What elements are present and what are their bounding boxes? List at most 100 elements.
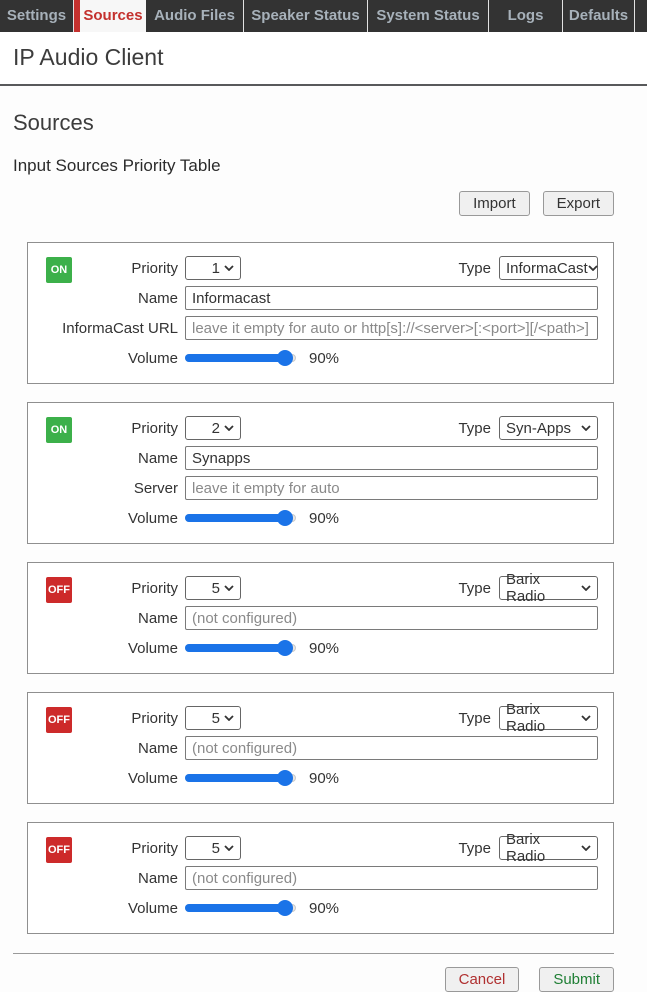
- type-label: Type: [458, 709, 491, 727]
- type-select[interactable]: InformaCast: [499, 256, 598, 280]
- priority-type-row: Priority 5 Type Barix Radio: [28, 571, 598, 605]
- slider-thumb[interactable]: [276, 640, 293, 656]
- name-label: Name: [137, 739, 178, 757]
- tab-system-status[interactable]: System Status: [368, 0, 489, 32]
- slider-fill: [185, 644, 285, 652]
- slider-fill: [185, 354, 285, 362]
- priority-value: 1: [211, 259, 220, 277]
- priority-label: Priority: [131, 579, 178, 597]
- name-input[interactable]: [185, 446, 598, 470]
- volume-row: Volume 90%: [28, 766, 598, 790]
- tab-sources[interactable]: Sources: [74, 0, 146, 32]
- status-badge: ON: [46, 417, 72, 443]
- chevron-down-icon: [224, 715, 234, 721]
- slider-thumb[interactable]: [276, 350, 293, 366]
- chevron-down-icon: [224, 265, 234, 271]
- name-row: Name: [28, 446, 598, 470]
- type-label: Type: [458, 419, 491, 437]
- slider-thumb[interactable]: [276, 770, 293, 786]
- chevron-down-icon: [224, 845, 234, 851]
- tab-speaker-status[interactable]: Speaker Status: [244, 0, 368, 32]
- priority-select[interactable]: 5: [185, 836, 241, 860]
- type-value: Syn-Apps: [506, 419, 572, 437]
- server-input[interactable]: [185, 476, 598, 500]
- name-row: Name: [28, 736, 598, 760]
- priority-label: Priority: [131, 419, 178, 437]
- cancel-button[interactable]: Cancel: [444, 967, 520, 992]
- name-input[interactable]: [185, 866, 598, 890]
- type-select[interactable]: Barix Radio: [499, 831, 598, 865]
- volume-label: Volume: [127, 899, 178, 917]
- priority-type-row: Priority 5 Type Barix Radio: [28, 831, 598, 865]
- name-label: Name: [137, 289, 178, 307]
- subsection-title: Input Sources Priority Table: [13, 156, 221, 175]
- main-content: Sources Input Sources Priority Table Imp…: [0, 110, 647, 992]
- priority-select[interactable]: 5: [185, 576, 241, 600]
- priority-value: 5: [211, 839, 220, 857]
- export-button[interactable]: Export: [542, 191, 614, 216]
- volume-slider[interactable]: [185, 350, 296, 366]
- volume-label: Volume: [127, 639, 178, 657]
- priority-label: Priority: [131, 709, 178, 727]
- status-badge: OFF: [46, 577, 72, 603]
- type-select[interactable]: Syn-Apps: [499, 416, 598, 440]
- volume-percent-text: 90%: [309, 899, 340, 917]
- priority-label: Priority: [131, 259, 178, 277]
- import-export-row: Import Export: [13, 191, 614, 216]
- import-button[interactable]: Import: [459, 191, 530, 216]
- source-panel-2: ON Priority 2 Type Syn-Apps Name Server …: [27, 402, 614, 544]
- chevron-down-icon: [224, 425, 234, 431]
- volume-label: Volume: [127, 349, 178, 367]
- volume-slider[interactable]: [185, 900, 296, 916]
- tab-audio-files[interactable]: Audio Files: [146, 0, 244, 32]
- priority-value: 2: [211, 419, 220, 437]
- volume-percent-text: 90%: [309, 349, 340, 367]
- name-input[interactable]: [185, 606, 598, 630]
- name-input[interactable]: [185, 286, 598, 310]
- volume-slider[interactable]: [185, 770, 296, 786]
- volume-slider[interactable]: [185, 640, 296, 656]
- priority-label: Priority: [131, 839, 178, 857]
- source-panel-3: OFF Priority 5 Type Barix Radio Name Vol…: [27, 562, 614, 674]
- name-row: Name: [28, 606, 598, 630]
- name-input[interactable]: [185, 736, 598, 760]
- priority-select[interactable]: 5: [185, 706, 241, 730]
- volume-label: Volume: [127, 769, 178, 787]
- name-label: Name: [137, 609, 178, 627]
- source-panel-5: OFF Priority 5 Type Barix Radio Name Vol…: [27, 822, 614, 934]
- tab-logs[interactable]: Logs: [489, 0, 563, 32]
- tab-defaults[interactable]: Defaults: [563, 0, 635, 32]
- priority-value: 5: [211, 579, 220, 597]
- top-nav: Settings Sources Audio Files Speaker Sta…: [0, 0, 647, 32]
- cancel-submit-row: Cancel Submit: [13, 967, 614, 992]
- source-panel-1: ON Priority 1 Type InformaCast Name Info…: [27, 242, 614, 384]
- volume-percent-text: 90%: [309, 639, 340, 657]
- name-row: Name: [28, 866, 598, 890]
- type-select[interactable]: Barix Radio: [499, 701, 598, 735]
- volume-slider[interactable]: [185, 510, 296, 526]
- informacast-url-row: InformaCast URL: [28, 316, 598, 340]
- chevron-down-icon: [224, 585, 234, 591]
- chevron-down-icon: [581, 585, 591, 591]
- volume-row: Volume 90%: [28, 636, 598, 660]
- informacast-url-input[interactable]: [185, 316, 598, 340]
- type-label: Type: [458, 259, 491, 277]
- type-select[interactable]: Barix Radio: [499, 571, 598, 605]
- chevron-down-icon: [588, 265, 598, 271]
- slider-fill: [185, 514, 285, 522]
- informacast-url-label: InformaCast URL: [62, 319, 178, 337]
- priority-select[interactable]: 1: [185, 256, 241, 280]
- tab-settings[interactable]: Settings: [0, 0, 74, 32]
- slider-thumb[interactable]: [276, 510, 293, 526]
- submit-button[interactable]: Submit: [539, 967, 614, 992]
- priority-type-row: Priority 1 Type InformaCast: [28, 256, 598, 280]
- priority-select[interactable]: 2: [185, 416, 241, 440]
- slider-thumb[interactable]: [276, 900, 293, 916]
- status-badge: OFF: [46, 707, 72, 733]
- chevron-down-icon: [581, 425, 591, 431]
- footer-divider: [13, 953, 614, 954]
- volume-percent-text: 90%: [309, 769, 340, 787]
- name-label: Name: [137, 869, 178, 887]
- name-row: Name: [28, 286, 598, 310]
- type-label: Type: [458, 839, 491, 857]
